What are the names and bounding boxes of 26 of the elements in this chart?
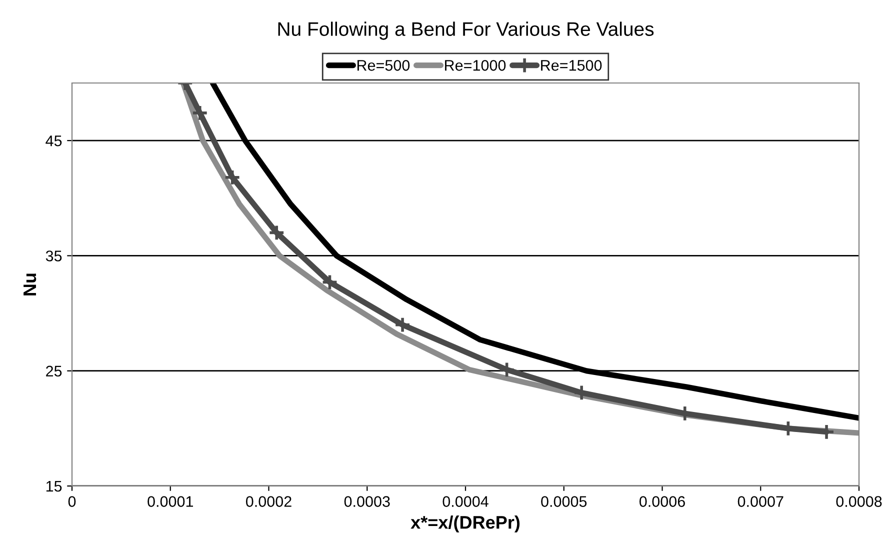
point: [573, 384, 590, 402]
point: [394, 316, 411, 334]
y-tick-label: 45: [46, 136, 62, 146]
x-tick-label: 0.0007: [738, 496, 784, 507]
legend-label: Re=1500: [541, 60, 602, 71]
x-axis-title: x*=x/(DRePr): [410, 516, 520, 532]
y-tick-label: 15: [46, 481, 62, 492]
point: [192, 104, 208, 122]
point: [224, 169, 241, 186]
x-tick-label: 0.0006: [639, 496, 685, 507]
x-tick-label: 0: [68, 496, 76, 507]
x-tick-label: 0.0001: [148, 496, 193, 507]
x-tick-label: 0.0005: [541, 496, 587, 507]
y-axis-title: Nu: [24, 274, 36, 296]
y-tick-label: 35: [46, 250, 62, 262]
x-tick-label: 0.0004: [442, 496, 488, 507]
legend-label: Re=500: [357, 60, 410, 71]
legend-label: Re=1000: [445, 60, 506, 71]
point: [268, 224, 285, 242]
point: [498, 361, 516, 378]
y-tick-label: 25: [46, 366, 62, 377]
x-tick-label: 0.0003: [344, 496, 390, 507]
point: [321, 274, 338, 291]
chart-title: Nu Following a Bend For Various Re Values: [278, 22, 654, 40]
x-tick-label: 0.0008: [836, 496, 882, 507]
x-tick-label: 0.0002: [246, 496, 292, 507]
